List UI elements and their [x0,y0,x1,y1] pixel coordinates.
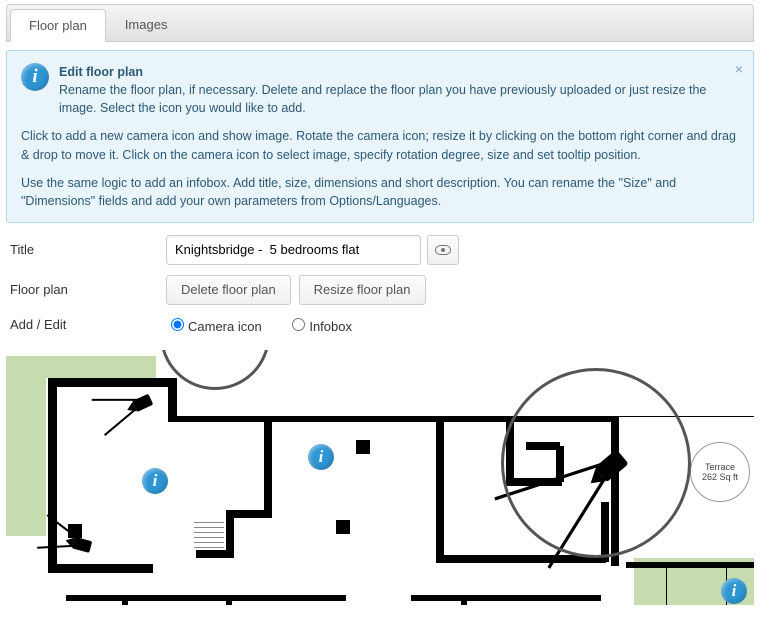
floor-plan-canvas[interactable]: i i i Terrace 262 Sq ft [6,350,754,605]
radio-infobox-label[interactable]: Infobox [287,319,352,334]
camera-marker[interactable] [615,459,617,461]
magnifier-overlay [501,368,691,558]
radio-camera-label[interactable]: Camera icon [166,319,265,334]
instructions-line1: Rename the floor plan, if necessary. Del… [59,81,739,117]
add-edit-radio-group: Camera icon Infobox [166,315,374,334]
info-icon: i [21,63,49,91]
eye-icon [435,245,451,255]
radio-camera-icon[interactable] [171,318,184,331]
instructions-panel: × i Edit floor plan Rename the floor pla… [6,50,754,223]
preview-button[interactable] [427,235,459,265]
title-input[interactable] [166,235,421,265]
close-icon[interactable]: × [735,59,743,79]
instructions-title: Edit floor plan [59,63,739,81]
tab-images[interactable]: Images [106,8,187,41]
info-badge[interactable]: i [142,468,168,494]
instructions-para3: Use the same logic to add an infobox. Ad… [21,174,739,210]
radio-infobox[interactable] [292,318,305,331]
tab-bar: Floor plan Images [6,4,754,42]
camera-marker[interactable] [86,545,87,546]
instructions-para2: Click to add a new camera icon and show … [21,127,739,163]
delete-floor-plan-button[interactable]: Delete floor plan [166,275,291,305]
label-title: Title [6,242,166,257]
resize-floor-plan-button[interactable]: Resize floor plan [299,275,426,305]
camera-marker[interactable] [146,400,147,401]
label-floor-plan: Floor plan [6,282,166,297]
info-badge[interactable]: i [721,578,747,604]
info-badge[interactable]: i [308,444,334,470]
tab-floor-plan[interactable]: Floor plan [10,9,106,42]
label-add-edit: Add / Edit [6,317,166,332]
terrace-label: Terrace 262 Sq ft [690,442,750,502]
